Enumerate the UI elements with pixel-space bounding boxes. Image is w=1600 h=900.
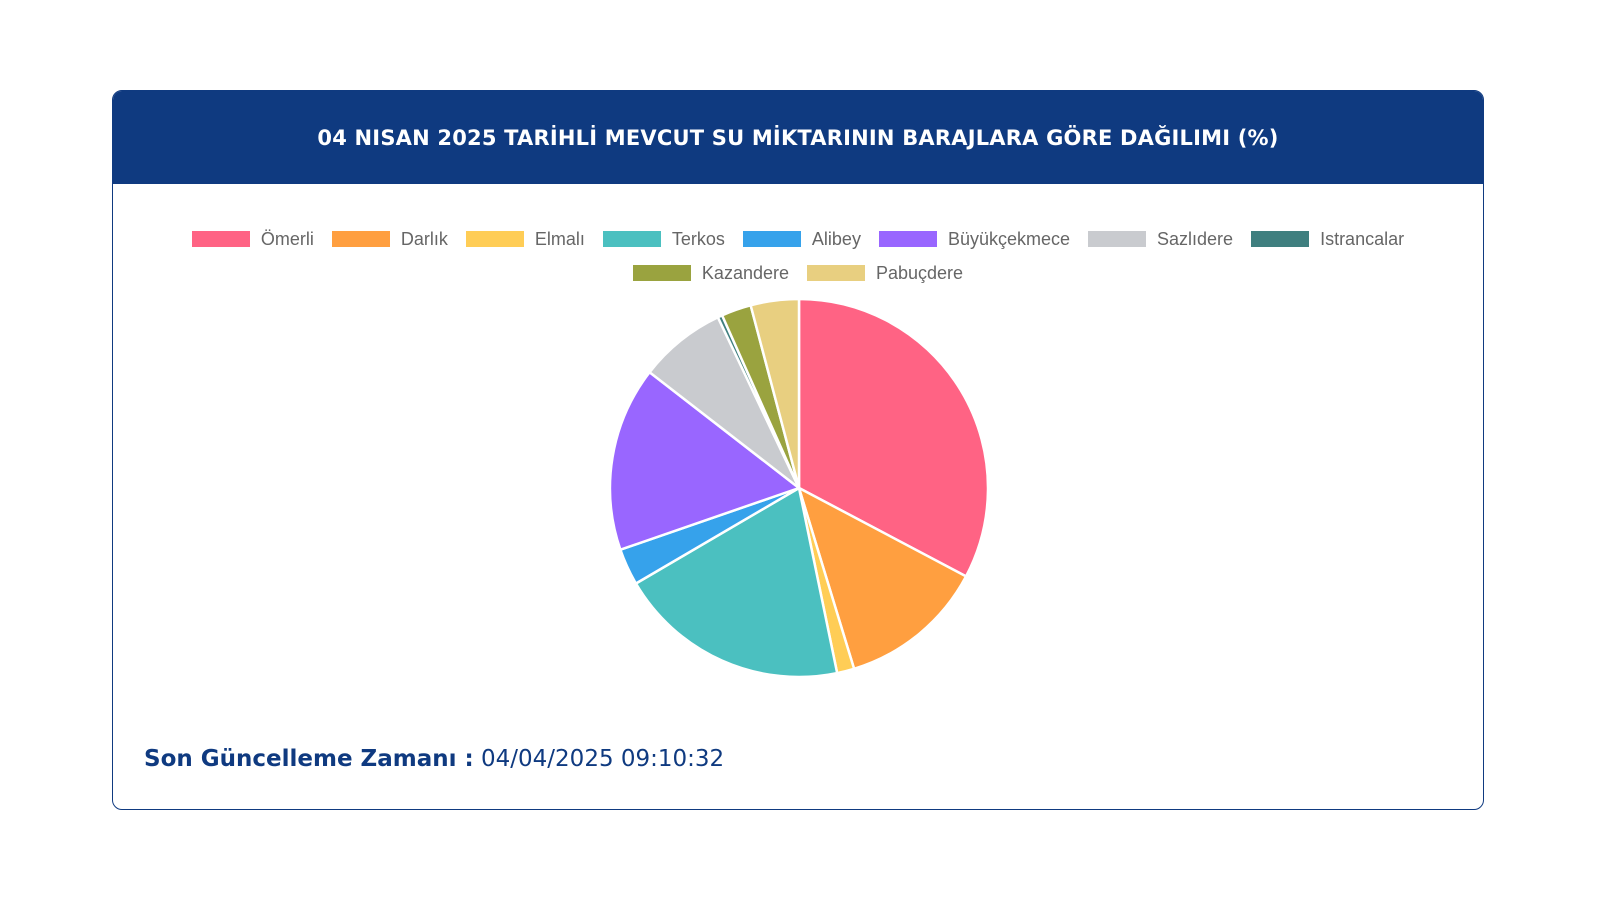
- legend-label: Terkos: [671, 228, 725, 249]
- legend-row: Ömerli Darlık Elmalı Terkos Alibey Büyükçekme…: [133, 222, 1463, 256]
- legend-item-elmali[interactable]: Elmalı: [465, 228, 585, 250]
- legend-item-darlik[interactable]: Darlık: [331, 228, 448, 250]
- legend-swatch: [878, 231, 937, 247]
- legend-swatch: [1088, 231, 1147, 247]
- legend-label: Sazlıdere: [1157, 228, 1234, 249]
- legend-label: Istrancalar: [1320, 228, 1405, 249]
- legend-label: Büyükçekmece: [947, 228, 1071, 249]
- pie-slice-pabucdere[interactable]: [749, 297, 801, 490]
- legend-label: Kazandere: [701, 262, 789, 283]
- legend-item-terkos[interactable]: Terkos: [602, 228, 725, 250]
- legend-label: Pabuçdere: [876, 262, 964, 283]
- legend-label: Alibey: [811, 228, 861, 249]
- legend-item-pabucdere[interactable]: Pabuçdere: [807, 263, 963, 284]
- pie-slice-terkos[interactable]: [634, 486, 839, 679]
- last-update: Son Güncelleme Zamanı : 04/04/2025 09:10…: [144, 746, 724, 772]
- legend-item-omerli[interactable]: Ömerli: [191, 228, 314, 250]
- legend-swatch: [465, 231, 524, 247]
- legend-item-alibey[interactable]: Alibey: [742, 228, 861, 250]
- pie-chart: [608, 297, 990, 679]
- pie-chart-area: [113, 91, 1483, 809]
- last-update-label: Son Güncelleme Zamanı :: [144, 746, 474, 772]
- legend-item-buyukcekmece[interactable]: Büyükçekmece: [878, 228, 1071, 250]
- pie-slice-buyukcekmece[interactable]: [608, 371, 801, 551]
- legend-item-sazlidere[interactable]: Sazlıdere: [1088, 229, 1233, 250]
- chart-title: 04 NISAN 2025 TARİHLİ MEVCUT SU MİKTARIN…: [317, 125, 1279, 150]
- chart-card: 04 NISAN 2025 TARİHLİ MEVCUT SU MİKTARIN…: [112, 90, 1484, 810]
- legend-row: Kazandere Pabuçdere: [133, 256, 1463, 290]
- card-header: 04 NISAN 2025 TARİHLİ MEVCUT SU MİKTARIN…: [113, 91, 1483, 184]
- last-update-value: 04/04/2025 09:10:32: [481, 746, 725, 772]
- legend-item-istrancalar[interactable]: Istrancalar: [1251, 229, 1404, 250]
- legend-swatch: [742, 231, 801, 247]
- legend-swatch: [1251, 231, 1310, 247]
- legend-swatch: [331, 231, 390, 247]
- legend-label: Elmalı: [534, 228, 585, 249]
- legend-label: Ömerli: [260, 228, 314, 249]
- legend-label: Darlık: [400, 228, 448, 249]
- legend-swatch: [191, 231, 250, 247]
- chart-legend: Ömerli Darlık Elmalı Terkos Alibey Büyükçekme…: [133, 222, 1463, 290]
- pie-slice-omerli[interactable]: [797, 297, 990, 578]
- legend-item-kazandere[interactable]: Kazandere: [632, 262, 789, 284]
- legend-swatch: [602, 231, 661, 247]
- legend-swatch: [632, 265, 691, 281]
- legend-swatch: [807, 265, 865, 281]
